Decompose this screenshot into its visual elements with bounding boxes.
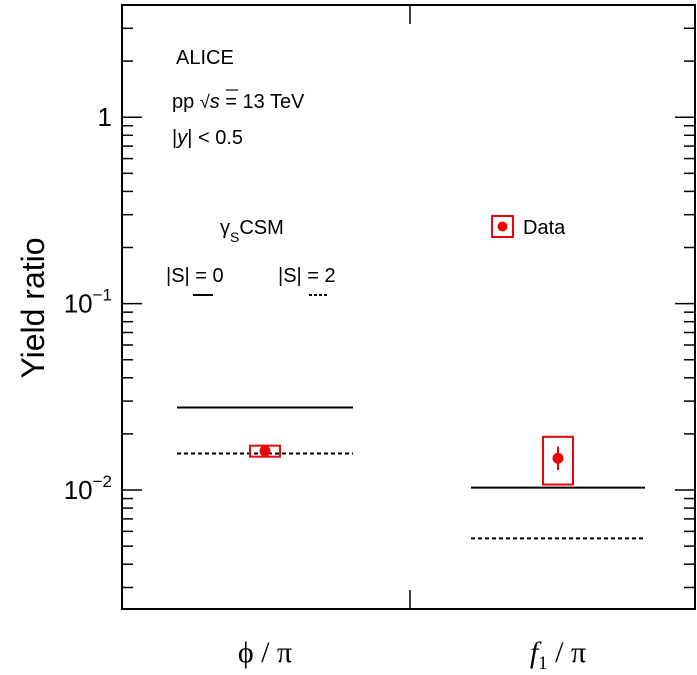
model-title: γSCSM	[220, 217, 284, 245]
y-axis-label: Yield ratio	[15, 237, 51, 378]
data-syst-box	[542, 435, 574, 486]
collision-system-label: pp √s = 13 TeV	[172, 91, 305, 113]
legend-data-box	[491, 215, 514, 238]
legend-s2-label: |S| = 2	[278, 265, 336, 287]
y-tick-label: 10−1	[64, 286, 112, 319]
experiment-label: ALICE	[176, 47, 234, 69]
sqrt-symbol: √	[200, 92, 210, 112]
model-sub: S	[230, 229, 239, 245]
y-tick-exponent: −2	[93, 472, 112, 491]
data-point	[259, 445, 271, 457]
y-tick-label: 10−2	[64, 472, 112, 505]
y-tick-base: 10	[64, 475, 93, 505]
rapidity-label: |y| < 0.5	[172, 127, 243, 149]
x-category-numerator: ϕ	[238, 636, 254, 669]
data-point	[552, 452, 564, 464]
y-tick-label: 1	[98, 102, 112, 132]
x-category-labels: ϕ / π f1 / π	[238, 636, 586, 674]
plot-frame	[121, 4, 696, 610]
legend-s0-label: |S| = 0	[166, 265, 224, 287]
rapidity-var: y	[175, 127, 188, 149]
plot-marks	[177, 406, 645, 540]
system-prefix: pp	[172, 91, 200, 113]
y-tick-base: 1	[98, 102, 112, 132]
y-tick-exponent: −1	[93, 286, 112, 305]
rapidity-bar: |	[172, 127, 177, 149]
x-category-label: f1 / π	[530, 636, 586, 674]
model-gamma: γ	[220, 217, 230, 239]
x-category-label: ϕ / π	[238, 636, 292, 669]
legend-data-marker	[497, 221, 508, 232]
system-suffix: = 13 TeV	[220, 91, 305, 113]
legend-data-label: Data	[523, 217, 566, 239]
x-category-denominator: / π	[548, 636, 586, 669]
y-tick-labels: 110−110−2	[64, 102, 112, 505]
rapidity-suffix: | < 0.5	[187, 127, 243, 149]
model-name: CSM	[239, 217, 283, 239]
y-axis-ticks	[122, 4, 695, 589]
sqrt-s-var: s	[210, 91, 220, 113]
x-category-subscript: 1	[538, 653, 548, 674]
x-category-denominator: / π	[254, 636, 292, 669]
y-tick-base: 10	[64, 289, 93, 319]
